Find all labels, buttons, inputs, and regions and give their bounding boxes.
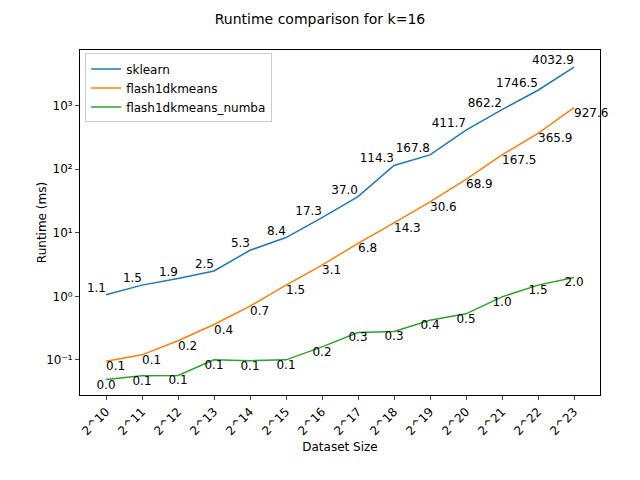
svg-text:0.1: 0.1 (142, 353, 161, 367)
svg-text:1.1: 1.1 (87, 281, 106, 295)
svg-text:2^16: 2^16 (295, 405, 328, 438)
svg-text:Runtime comparison for k=16: Runtime comparison for k=16 (215, 11, 426, 27)
svg-text:2^17: 2^17 (331, 405, 364, 438)
svg-text:411.7: 411.7 (432, 116, 466, 130)
svg-text:flash1dkmeans_numba: flash1dkmeans_numba (126, 101, 265, 115)
svg-text:68.9: 68.9 (466, 177, 493, 191)
svg-text:2^10: 2^10 (79, 405, 112, 438)
svg-text:2^12: 2^12 (151, 405, 184, 438)
svg-text:365.9: 365.9 (538, 131, 572, 145)
svg-text:0.4: 0.4 (214, 323, 233, 337)
svg-text:2^11: 2^11 (115, 405, 148, 438)
svg-text:167.8: 167.8 (396, 141, 430, 155)
svg-text:167.5: 167.5 (502, 153, 536, 167)
svg-text:10³: 10³ (53, 99, 73, 113)
svg-text:flash1dkmeans: flash1dkmeans (126, 82, 217, 96)
svg-text:2^21: 2^21 (475, 405, 508, 438)
svg-text:0.1: 0.1 (168, 373, 187, 387)
svg-text:sklearn: sklearn (126, 63, 170, 77)
svg-text:1.5: 1.5 (528, 283, 547, 297)
svg-text:30.6: 30.6 (430, 200, 457, 214)
svg-text:8.4: 8.4 (267, 224, 286, 238)
svg-text:2^22: 2^22 (511, 405, 544, 438)
svg-text:0.1: 0.1 (106, 359, 125, 373)
svg-text:10⁻¹: 10⁻¹ (46, 353, 73, 367)
svg-text:14.3: 14.3 (394, 221, 421, 235)
svg-text:0.1: 0.1 (132, 374, 151, 388)
svg-text:2^19: 2^19 (403, 405, 436, 438)
svg-text:5.3: 5.3 (231, 236, 250, 250)
svg-text:2^14: 2^14 (223, 405, 256, 438)
svg-text:Dataset Size: Dataset Size (302, 440, 377, 454)
svg-text:0.2: 0.2 (178, 339, 197, 353)
svg-text:0.0: 0.0 (96, 378, 115, 392)
svg-text:0.7: 0.7 (250, 304, 269, 318)
svg-text:1.5: 1.5 (286, 283, 305, 297)
svg-text:0.5: 0.5 (456, 312, 475, 326)
svg-text:Runtime (ms): Runtime (ms) (35, 182, 49, 263)
svg-text:10²: 10² (53, 162, 73, 176)
svg-text:2^15: 2^15 (259, 405, 292, 438)
svg-text:0.1: 0.1 (276, 358, 295, 372)
svg-text:1.0: 1.0 (492, 295, 511, 309)
svg-text:37.0: 37.0 (331, 183, 358, 197)
svg-text:1.5: 1.5 (123, 271, 142, 285)
svg-text:2^18: 2^18 (367, 405, 400, 438)
svg-text:17.3: 17.3 (295, 204, 322, 218)
svg-text:2^20: 2^20 (439, 405, 472, 438)
svg-text:927.6: 927.6 (574, 106, 608, 120)
svg-text:0.3: 0.3 (348, 330, 367, 344)
svg-text:2.5: 2.5 (195, 257, 214, 271)
svg-text:0.2: 0.2 (312, 345, 331, 359)
svg-text:0.1: 0.1 (204, 358, 223, 372)
svg-text:0.1: 0.1 (240, 359, 259, 373)
svg-text:114.3: 114.3 (360, 151, 394, 165)
svg-text:0.3: 0.3 (384, 329, 403, 343)
svg-text:862.2: 862.2 (468, 96, 502, 110)
svg-text:4032.9: 4032.9 (532, 53, 574, 67)
svg-text:6.8: 6.8 (358, 241, 377, 255)
svg-text:1746.5: 1746.5 (496, 76, 538, 90)
svg-text:2^13: 2^13 (187, 405, 220, 438)
svg-text:2^23: 2^23 (547, 405, 580, 438)
svg-text:10¹: 10¹ (53, 226, 73, 240)
svg-text:0.4: 0.4 (420, 318, 439, 332)
svg-text:3.1: 3.1 (322, 263, 341, 277)
svg-text:10⁰: 10⁰ (53, 290, 73, 304)
svg-text:1.9: 1.9 (159, 265, 178, 279)
svg-text:2.0: 2.0 (564, 275, 583, 289)
